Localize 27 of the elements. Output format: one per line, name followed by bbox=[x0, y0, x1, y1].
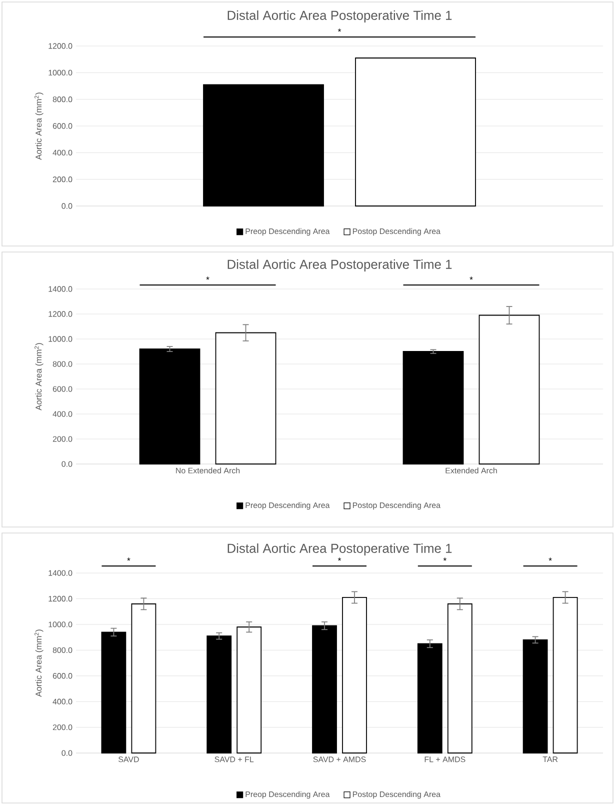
bar bbox=[552, 596, 578, 754]
text: * bbox=[338, 28, 342, 32]
bar bbox=[402, 351, 464, 464]
y-axis-title: Aortic Area (mm$^{2}$) bbox=[34, 630, 44, 697]
bar bbox=[236, 626, 262, 754]
chart-title: Distal Aortic Area Postoperative Time 1 bbox=[228, 10, 452, 23]
bar bbox=[522, 639, 548, 754]
bar bbox=[206, 636, 232, 754]
bar bbox=[312, 625, 337, 754]
chart-title: Distal Aortic Area Postoperative Time 1 bbox=[228, 543, 452, 556]
bar bbox=[342, 596, 367, 754]
text: * bbox=[338, 558, 342, 561]
bar bbox=[447, 603, 472, 754]
text: * bbox=[443, 558, 446, 561]
text: * bbox=[127, 558, 130, 561]
y-axis-title: Aortic Area (mm$^{2}$) bbox=[34, 343, 44, 410]
bar bbox=[101, 632, 126, 754]
y-axis-title: Aortic Area (mm$^{2}$) bbox=[34, 92, 44, 160]
bar bbox=[478, 314, 540, 464]
bar bbox=[417, 643, 442, 754]
chart-title: Distal Aortic Area Postoperative Time 1 bbox=[228, 259, 452, 272]
text: * bbox=[206, 276, 210, 280]
bar bbox=[139, 348, 200, 464]
bar bbox=[215, 332, 276, 464]
text: * bbox=[470, 276, 473, 280]
text: * bbox=[548, 558, 552, 561]
bar bbox=[131, 603, 156, 754]
